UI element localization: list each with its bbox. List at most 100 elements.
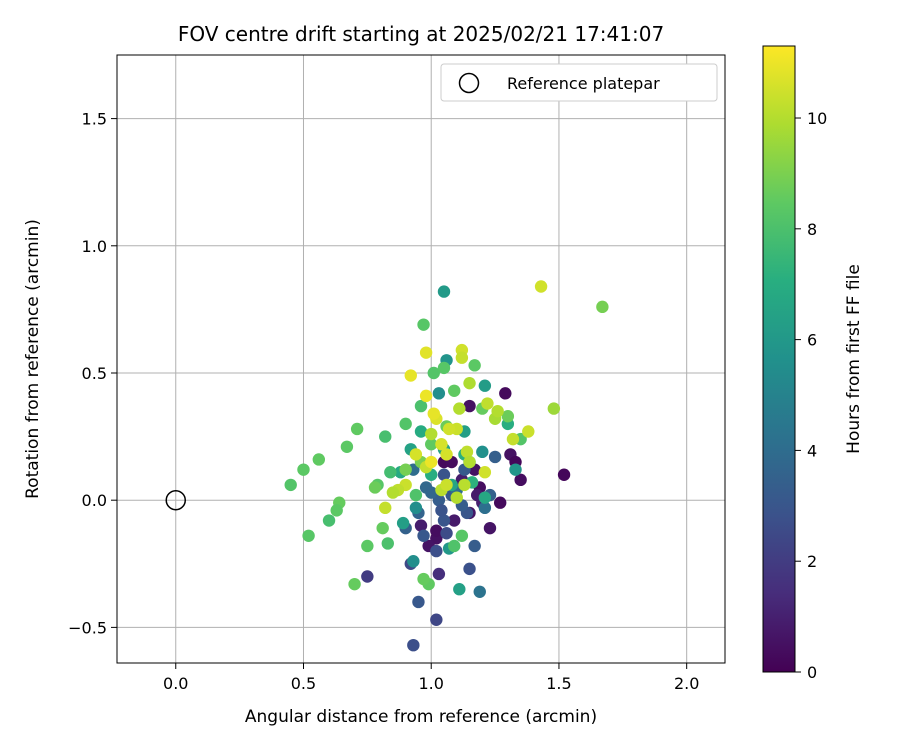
data-point [463,399,476,413]
data-point [596,300,609,314]
data-point [409,488,423,502]
data-point [368,481,382,494]
data-point [437,285,451,298]
colorbar-tick-label: 0 [807,663,817,682]
data-point [425,438,438,451]
data-point [483,521,497,535]
data-point [361,539,374,553]
data-point [509,463,522,476]
y-axis-label: Rotation from reference (arcmin) [23,219,43,499]
colorbar-tick-label: 4 [807,441,817,460]
data-point [430,613,443,626]
data-point [407,638,420,652]
data-point [468,539,481,553]
colorbar-tick-label: 2 [807,552,817,571]
chart-title: FOV centre drift starting at 2025/02/21 … [178,22,664,46]
colorbar-gradient [762,45,796,673]
data-point [440,448,453,461]
data-point [381,537,394,550]
data-point [557,468,571,481]
data-point [396,516,410,530]
data-point [399,417,412,431]
data-point [284,478,297,492]
data-point [442,422,456,436]
data-point [302,529,315,543]
data-point [476,445,489,459]
data-point [547,402,561,415]
data-point [455,351,469,364]
data-point [414,425,428,438]
data-point [379,430,392,443]
y-tick-label: 1.5 [82,110,107,129]
data-point [478,379,492,392]
x-tick-label: 1.0 [418,674,443,693]
data-point [427,366,440,380]
data-point [481,397,494,410]
x-axis-ticks: 0.0 0.5 1.0 1.5 2.0 [163,663,699,693]
colorbar-tick-label: 10 [807,109,827,128]
data-point [463,376,476,390]
data-point [478,466,492,479]
y-axis-ticks: −0.5 0.0 0.5 1.0 1.5 [68,110,117,637]
data-point [448,539,461,553]
data-point [386,486,400,499]
data-point [440,478,453,492]
data-point [455,529,469,543]
y-tick-label: 1.0 [82,237,107,256]
data-point [414,399,428,413]
data-point [506,432,520,446]
data-point [478,501,492,515]
data-point [312,453,326,466]
legend: Reference platepar [440,63,718,102]
data-point [361,570,374,583]
data-point [488,450,502,464]
data-point [435,438,448,451]
y-tick-label: 0.5 [82,364,107,383]
data-point [379,501,392,515]
data-point [348,577,361,591]
legend-box [440,63,718,102]
data-point [460,445,474,459]
y-tick-label: 0.0 [82,491,107,510]
data-point [493,496,507,509]
data-point [417,318,430,331]
reference-marker [165,489,187,511]
data-point [407,555,420,568]
data-point [463,455,476,469]
data-point [448,384,461,397]
data-point [417,572,430,586]
data-point [440,527,453,540]
data-point [450,491,463,504]
data-point [425,427,438,441]
colorbar: 0 2 4 6 8 10 Hours from first FF file [762,45,864,682]
data-point [463,562,476,576]
data-point [322,514,336,527]
x-tick-label: 2.0 [674,674,699,693]
y-tick-label: −0.5 [68,618,107,637]
data-point [435,504,448,517]
data-points [284,280,609,652]
legend-marker-circle [458,72,480,94]
data-point [453,583,466,596]
colorbar-label: Hours from first FF file [844,264,864,454]
colorbar-tick-label: 8 [807,220,817,239]
data-point [448,514,461,527]
data-point [340,440,354,453]
legend-entry-reference-platepar: Reference platepar [507,74,660,93]
data-point [409,501,423,515]
data-point [437,468,451,481]
data-point [425,455,438,469]
data-point [330,504,343,517]
data-point [419,346,433,359]
data-point [432,567,446,581]
reference-platepar-marker [165,489,187,511]
colorbar-tick-label: 6 [807,331,817,350]
data-point [473,585,486,598]
data-point [478,491,492,504]
data-point [522,425,535,438]
data-point [501,410,515,423]
colorbar-ticks: 0 2 4 6 8 10 [795,109,827,682]
data-point [399,463,412,476]
data-point [409,448,423,461]
